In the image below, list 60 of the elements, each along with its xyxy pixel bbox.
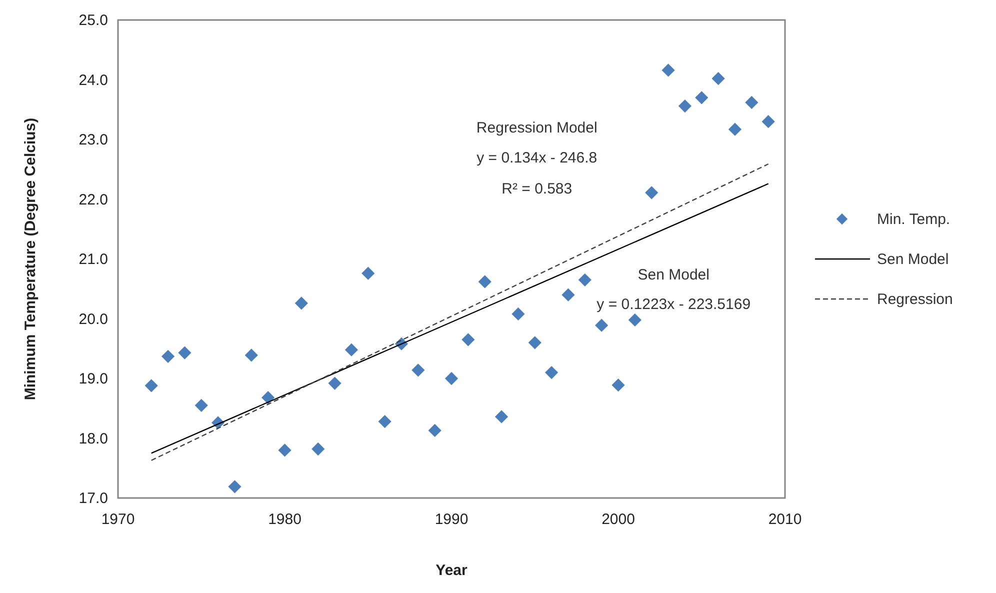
point bbox=[712, 72, 725, 86]
point bbox=[194, 398, 208, 412]
point bbox=[595, 318, 608, 332]
point bbox=[444, 372, 458, 386]
legend-label: Regression bbox=[877, 291, 953, 308]
point bbox=[344, 343, 358, 356]
point bbox=[512, 307, 525, 321]
point bbox=[462, 333, 475, 346]
y-tick-label: 18.0 bbox=[78, 430, 108, 448]
point bbox=[244, 348, 258, 362]
point bbox=[728, 122, 742, 136]
point bbox=[678, 99, 692, 113]
x-axis-title: Year bbox=[436, 562, 468, 579]
annotation: Sen Model bbox=[638, 266, 710, 284]
legend-label: Min. Temp. bbox=[877, 211, 950, 228]
y-tick-label: 25.0 bbox=[78, 12, 108, 29]
annotation: Regression Model bbox=[476, 120, 598, 137]
point bbox=[662, 64, 675, 77]
annotation: y = 0.134x - 246.8 bbox=[476, 150, 598, 167]
y-tick-label: 21.0 bbox=[78, 251, 108, 268]
point bbox=[278, 444, 292, 457]
point bbox=[695, 91, 708, 104]
point bbox=[745, 96, 758, 110]
point bbox=[144, 379, 158, 392]
point bbox=[645, 186, 658, 200]
y-tick-label: 24.0 bbox=[78, 72, 108, 89]
point bbox=[378, 414, 392, 428]
y-axis-title: Minimum Temperature (Degree Celcius) bbox=[22, 118, 39, 400]
point bbox=[478, 275, 492, 288]
x-tick-label: 2010 bbox=[768, 511, 802, 528]
point bbox=[362, 266, 375, 280]
x-tick-label: 1980 bbox=[268, 511, 302, 528]
point bbox=[178, 346, 192, 360]
point bbox=[762, 115, 775, 128]
annotation: R² = 0.583 bbox=[502, 180, 572, 198]
point bbox=[578, 273, 592, 286]
point bbox=[628, 313, 642, 327]
legend-label: Sen Model bbox=[877, 251, 949, 268]
y-tick-label: 19.0 bbox=[78, 370, 108, 388]
x-tick-label: 2000 bbox=[602, 511, 635, 528]
point bbox=[428, 424, 442, 438]
y-tick-label: 23.0 bbox=[78, 132, 108, 148]
y-tick-label: 20.0 bbox=[78, 310, 108, 328]
point bbox=[528, 336, 542, 350]
x-tick-label: 1990 bbox=[434, 511, 468, 528]
point bbox=[328, 376, 342, 390]
point bbox=[312, 442, 325, 456]
annotation: y = 0.1223x - 223.5169 bbox=[596, 296, 751, 313]
y-tick-label: 17.0 bbox=[78, 490, 108, 507]
point bbox=[294, 296, 308, 310]
x-tick-label: 1970 bbox=[101, 511, 135, 528]
point bbox=[544, 366, 558, 380]
point bbox=[494, 410, 508, 424]
point bbox=[562, 288, 575, 302]
point bbox=[228, 480, 242, 494]
point bbox=[161, 350, 175, 363]
point bbox=[262, 391, 275, 404]
point bbox=[412, 364, 425, 377]
point bbox=[612, 378, 625, 392]
y-tick-label: 22.0 bbox=[78, 191, 108, 208]
